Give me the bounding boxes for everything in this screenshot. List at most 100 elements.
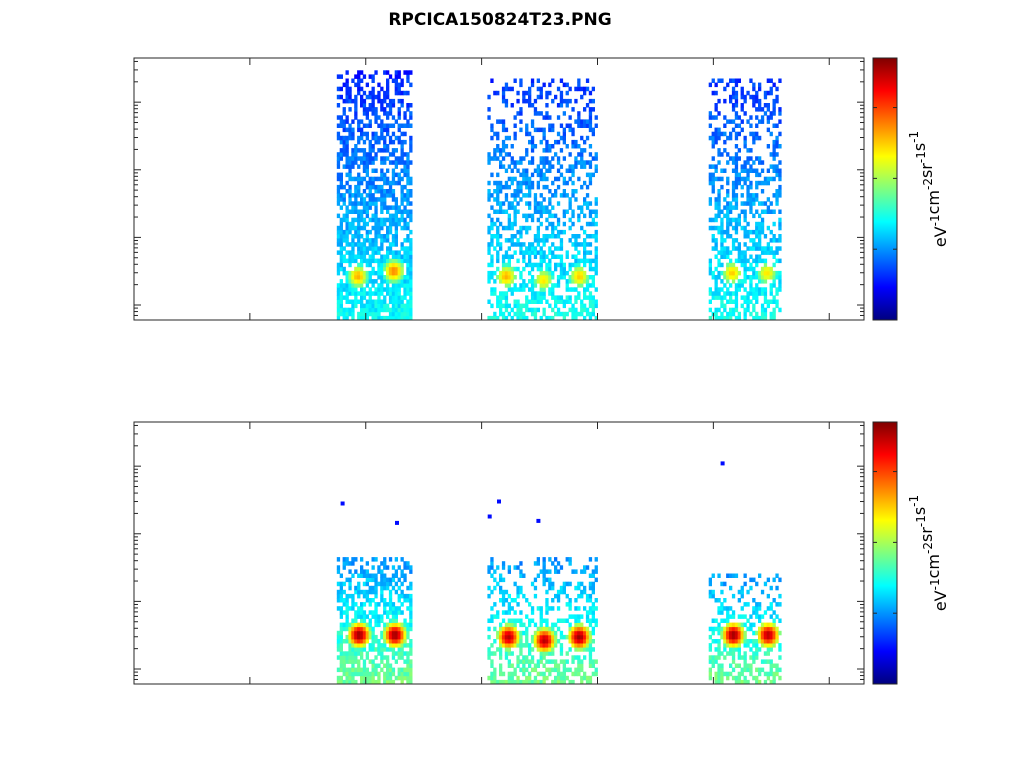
heatmap-cell [583,287,587,292]
heatmap-cell [351,287,355,292]
heatmap-cell [348,626,352,632]
heatmap-cell [406,152,410,157]
heatmap-cell [409,189,413,194]
heatmap-cell [490,675,494,681]
heatmap-cell [362,303,367,309]
heatmap-cell [591,217,595,223]
heatmap-cell [391,197,396,202]
heatmap-cell [519,250,523,255]
heatmap-cell [351,606,355,611]
heatmap-cell [530,659,535,664]
heatmap-cell [591,221,595,227]
heatmap-cell [519,119,523,124]
heatmap-cell [351,655,355,660]
heatmap-cell [360,262,364,268]
heatmap-cell [717,176,721,182]
heatmap-cell [354,618,358,623]
heatmap-cell [591,610,595,615]
heatmap-cell [539,626,543,632]
heatmap-cell [354,205,358,210]
heatmap-cell [577,279,581,284]
heatmap-cell [542,618,546,623]
heatmap-cell [374,291,378,296]
heatmap-cell [345,78,349,83]
heatmap-cell [755,131,759,137]
heatmap-cell [729,630,733,636]
heatmap-cell [740,614,744,619]
heatmap-cell [530,139,535,145]
heatmap-cell [760,119,765,124]
heatmap-cell [507,630,511,636]
heatmap-cell [351,667,355,673]
heatmap-cell [374,250,378,255]
heatmap-cell [403,279,407,284]
heatmap-cell [583,213,587,219]
heatmap-cell [559,630,564,636]
heatmap-cell [368,160,372,165]
heatmap-cell [734,643,739,648]
heatmap-cell [763,315,768,321]
heatmap-cell [554,299,558,304]
heatmap-cell [769,111,773,116]
heatmap-cell [351,283,355,288]
heatmap-cell [755,229,759,235]
heatmap-cell [591,279,595,284]
heatmap-cell [409,82,413,88]
heatmap-cell [374,303,378,309]
heatmap-cell [386,234,390,239]
heatmap-cell [769,152,773,157]
heatmap-cell [362,250,367,255]
heatmap-cell [580,119,584,124]
heatmap-cell [746,246,750,251]
heatmap-cell [734,639,739,644]
heatmap-cell [362,209,367,214]
heatmap-cell [763,622,768,628]
heatmap-cell [409,667,413,673]
heatmap-cell [714,315,718,321]
heatmap-cell [533,634,538,640]
heatmap-cell [539,172,543,178]
heatmap-cell [507,164,511,169]
heatmap-cell [362,295,367,300]
heatmap-cell [362,123,367,128]
heatmap-cell [571,234,575,239]
heatmap-cell [345,270,349,276]
heatmap-cell [371,291,375,296]
heatmap-cell [542,270,546,276]
heatmap-cell [743,295,747,300]
heatmap-cell [362,287,367,292]
heatmap-cell [594,238,598,243]
heatmap-cell [723,254,727,259]
heatmap-cell [545,225,549,231]
heatmap-cell [708,225,712,231]
heatmap-cell [501,295,506,300]
heatmap-cell [556,639,561,644]
heatmap-cell [775,189,779,194]
heatmap-cell [342,622,346,628]
heatmap-cell [542,581,546,587]
heatmap-cell [406,606,410,611]
heatmap-cell [501,303,506,309]
heatmap-cell [360,291,364,296]
heatmap-cell [348,279,352,284]
heatmap-cell [556,593,561,599]
heatmap-cell [580,581,584,587]
heatmap-cell [559,193,564,198]
heatmap-cell [729,78,733,83]
heatmap-cell [711,144,715,149]
heatmap-cell [746,258,750,264]
heatmap-cell [731,119,736,124]
heatmap-cell [763,581,768,587]
heatmap-cell [740,622,744,628]
heatmap-cell [516,675,520,681]
heatmap-cell [749,311,753,317]
heatmap-cell [734,675,739,681]
heatmap-cell [348,135,352,141]
heatmap-cell [565,593,569,599]
heatmap-cell [380,262,384,268]
heatmap-cell [360,634,364,640]
heatmap-cell [772,315,776,321]
heatmap-cell [551,606,555,611]
heatmap-cell [525,180,529,186]
heatmap-cell [591,569,595,574]
